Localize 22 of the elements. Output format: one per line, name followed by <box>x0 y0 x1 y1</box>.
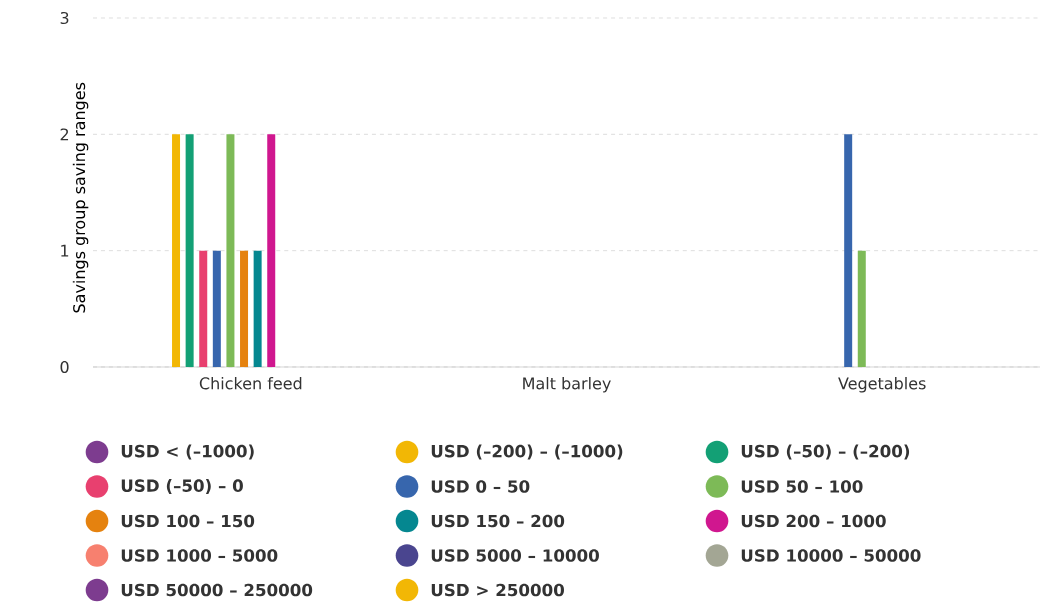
legend-label: USD (–200) – (–1000) <box>431 444 623 460</box>
y-axis-title: Savings group saving ranges <box>72 82 89 313</box>
legend-label: USD 1000 – 5000 <box>121 549 278 562</box>
y-tick-label: 2 <box>60 128 69 141</box>
x-tick-label: Chicken feed <box>199 377 302 390</box>
legend-label: USD (–50) – (–200) <box>741 444 910 460</box>
legend-label: USD (–50) – 0 <box>121 479 243 494</box>
x-tick-label: Malt barley <box>523 377 611 393</box>
legend-label: USD 10000 – 50000 <box>741 549 921 562</box>
x-tick-label: Vegetables <box>838 377 926 393</box>
legend-label: USD 5000 – 10000 <box>431 549 599 562</box>
legend-label: USD < (–1000) <box>121 444 254 460</box>
legend-label: USD > 250000 <box>431 583 564 597</box>
legend-label: USD 50 – 100 <box>741 480 863 493</box>
y-tick-label: 0 <box>60 360 69 374</box>
y-tick-label: 3 <box>60 11 69 25</box>
legend-label: USD 150 – 200 <box>431 514 565 528</box>
legend-label: USD 50000 – 250000 <box>121 583 313 597</box>
legend-label: USD 100 – 150 <box>121 514 255 528</box>
legend-label: USD 0 – 50 <box>431 480 530 493</box>
y-tick-label: 1 <box>61 244 69 257</box>
legend-label: USD 200 – 1000 <box>741 514 886 528</box>
